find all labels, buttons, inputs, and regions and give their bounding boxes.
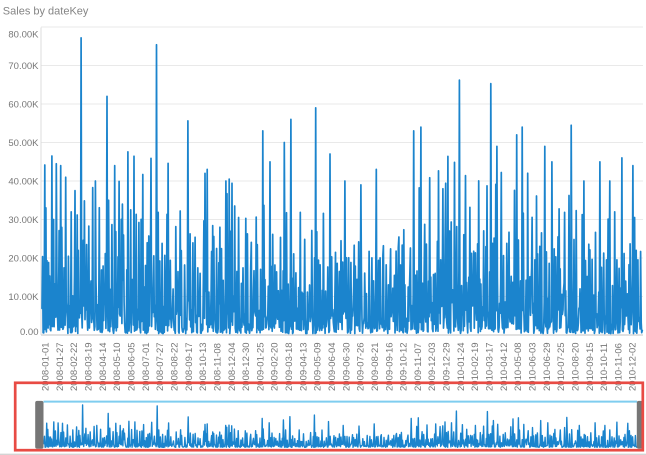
svg-text:2009-10-12: 2009-10-12 [399, 342, 410, 391]
svg-text:80.00K: 80.00K [8, 30, 39, 41]
svg-text:50.00K: 50.00K [8, 138, 39, 149]
svg-text:2008-11-08: 2008-11-08 [212, 343, 223, 391]
svg-text:2010-10-11: 2010-10-11 [599, 343, 610, 391]
svg-text:2008-01-01: 2008-01-01 [41, 342, 52, 391]
svg-text:10.00K: 10.00K [8, 292, 39, 303]
svg-text:2008-08-22: 2008-08-22 [170, 342, 181, 391]
svg-text:2010-07-25: 2010-07-25 [556, 342, 567, 391]
svg-text:60.00K: 60.00K [8, 100, 39, 111]
svg-text:2008-07-01: 2008-07-01 [141, 342, 152, 391]
svg-text:40.00K: 40.00K [8, 177, 39, 188]
svg-text:2009-08-21: 2009-08-21 [370, 342, 381, 391]
svg-text:2009-04-13: 2009-04-13 [298, 342, 309, 391]
svg-text:2010-06-29: 2010-06-29 [542, 342, 553, 391]
svg-text:2009-03-18: 2009-03-18 [284, 342, 295, 391]
svg-text:2008-09-17: 2008-09-17 [184, 342, 195, 391]
svg-text:2010-12-02: 2010-12-02 [628, 342, 639, 391]
svg-text:2010-05-08: 2010-05-08 [513, 342, 524, 391]
svg-text:2010-03-17: 2010-03-17 [485, 342, 496, 391]
svg-text:2008-05-10: 2008-05-10 [112, 342, 123, 391]
svg-text:2008-03-19: 2008-03-19 [84, 342, 95, 391]
svg-text:0.00: 0.00 [20, 327, 39, 338]
svg-text:2010-11-06: 2010-11-06 [613, 343, 624, 391]
svg-text:2008-10-13: 2008-10-13 [198, 342, 209, 391]
svg-text:2010-01-24: 2010-01-24 [456, 342, 467, 391]
svg-text:2008-04-14: 2008-04-14 [98, 342, 109, 391]
svg-text:20.00K: 20.00K [8, 254, 39, 265]
svg-text:2008-02-22: 2008-02-22 [69, 342, 80, 391]
svg-text:2010-04-12: 2010-04-12 [499, 342, 510, 391]
svg-text:2008-12-04: 2008-12-04 [227, 342, 238, 391]
svg-text:2009-12-03: 2009-12-03 [427, 342, 438, 391]
svg-text:2010-02-19: 2010-02-19 [470, 342, 481, 391]
svg-text:2010-06-03: 2010-06-03 [528, 342, 539, 391]
svg-text:2008-12-30: 2008-12-30 [241, 342, 252, 391]
svg-text:2009-09-16: 2009-09-16 [384, 342, 395, 391]
svg-text:2009-01-25: 2009-01-25 [255, 342, 266, 391]
svg-text:2008-06-05: 2008-06-05 [127, 342, 138, 391]
svg-text:30.00K: 30.00K [8, 215, 39, 226]
svg-text:2009-06-04: 2009-06-04 [327, 342, 338, 391]
svg-text:2009-07-26: 2009-07-26 [356, 342, 367, 391]
svg-text:2010-08-20: 2010-08-20 [570, 342, 581, 391]
svg-text:2009-05-09: 2009-05-09 [313, 342, 324, 391]
svg-text:2009-11-07: 2009-11-07 [413, 343, 424, 391]
svg-text:Sales by dateKey: Sales by dateKey [3, 5, 89, 17]
svg-text:2009-12-29: 2009-12-29 [442, 342, 453, 391]
svg-text:2008-01-27: 2008-01-27 [55, 342, 66, 391]
svg-text:2009-02-20: 2009-02-20 [270, 342, 281, 391]
svg-text:2009-06-30: 2009-06-30 [341, 342, 352, 391]
svg-text:2008-07-27: 2008-07-27 [155, 342, 166, 391]
svg-text:70.00K: 70.00K [8, 61, 39, 72]
svg-text:2010-09-15: 2010-09-15 [585, 342, 596, 391]
